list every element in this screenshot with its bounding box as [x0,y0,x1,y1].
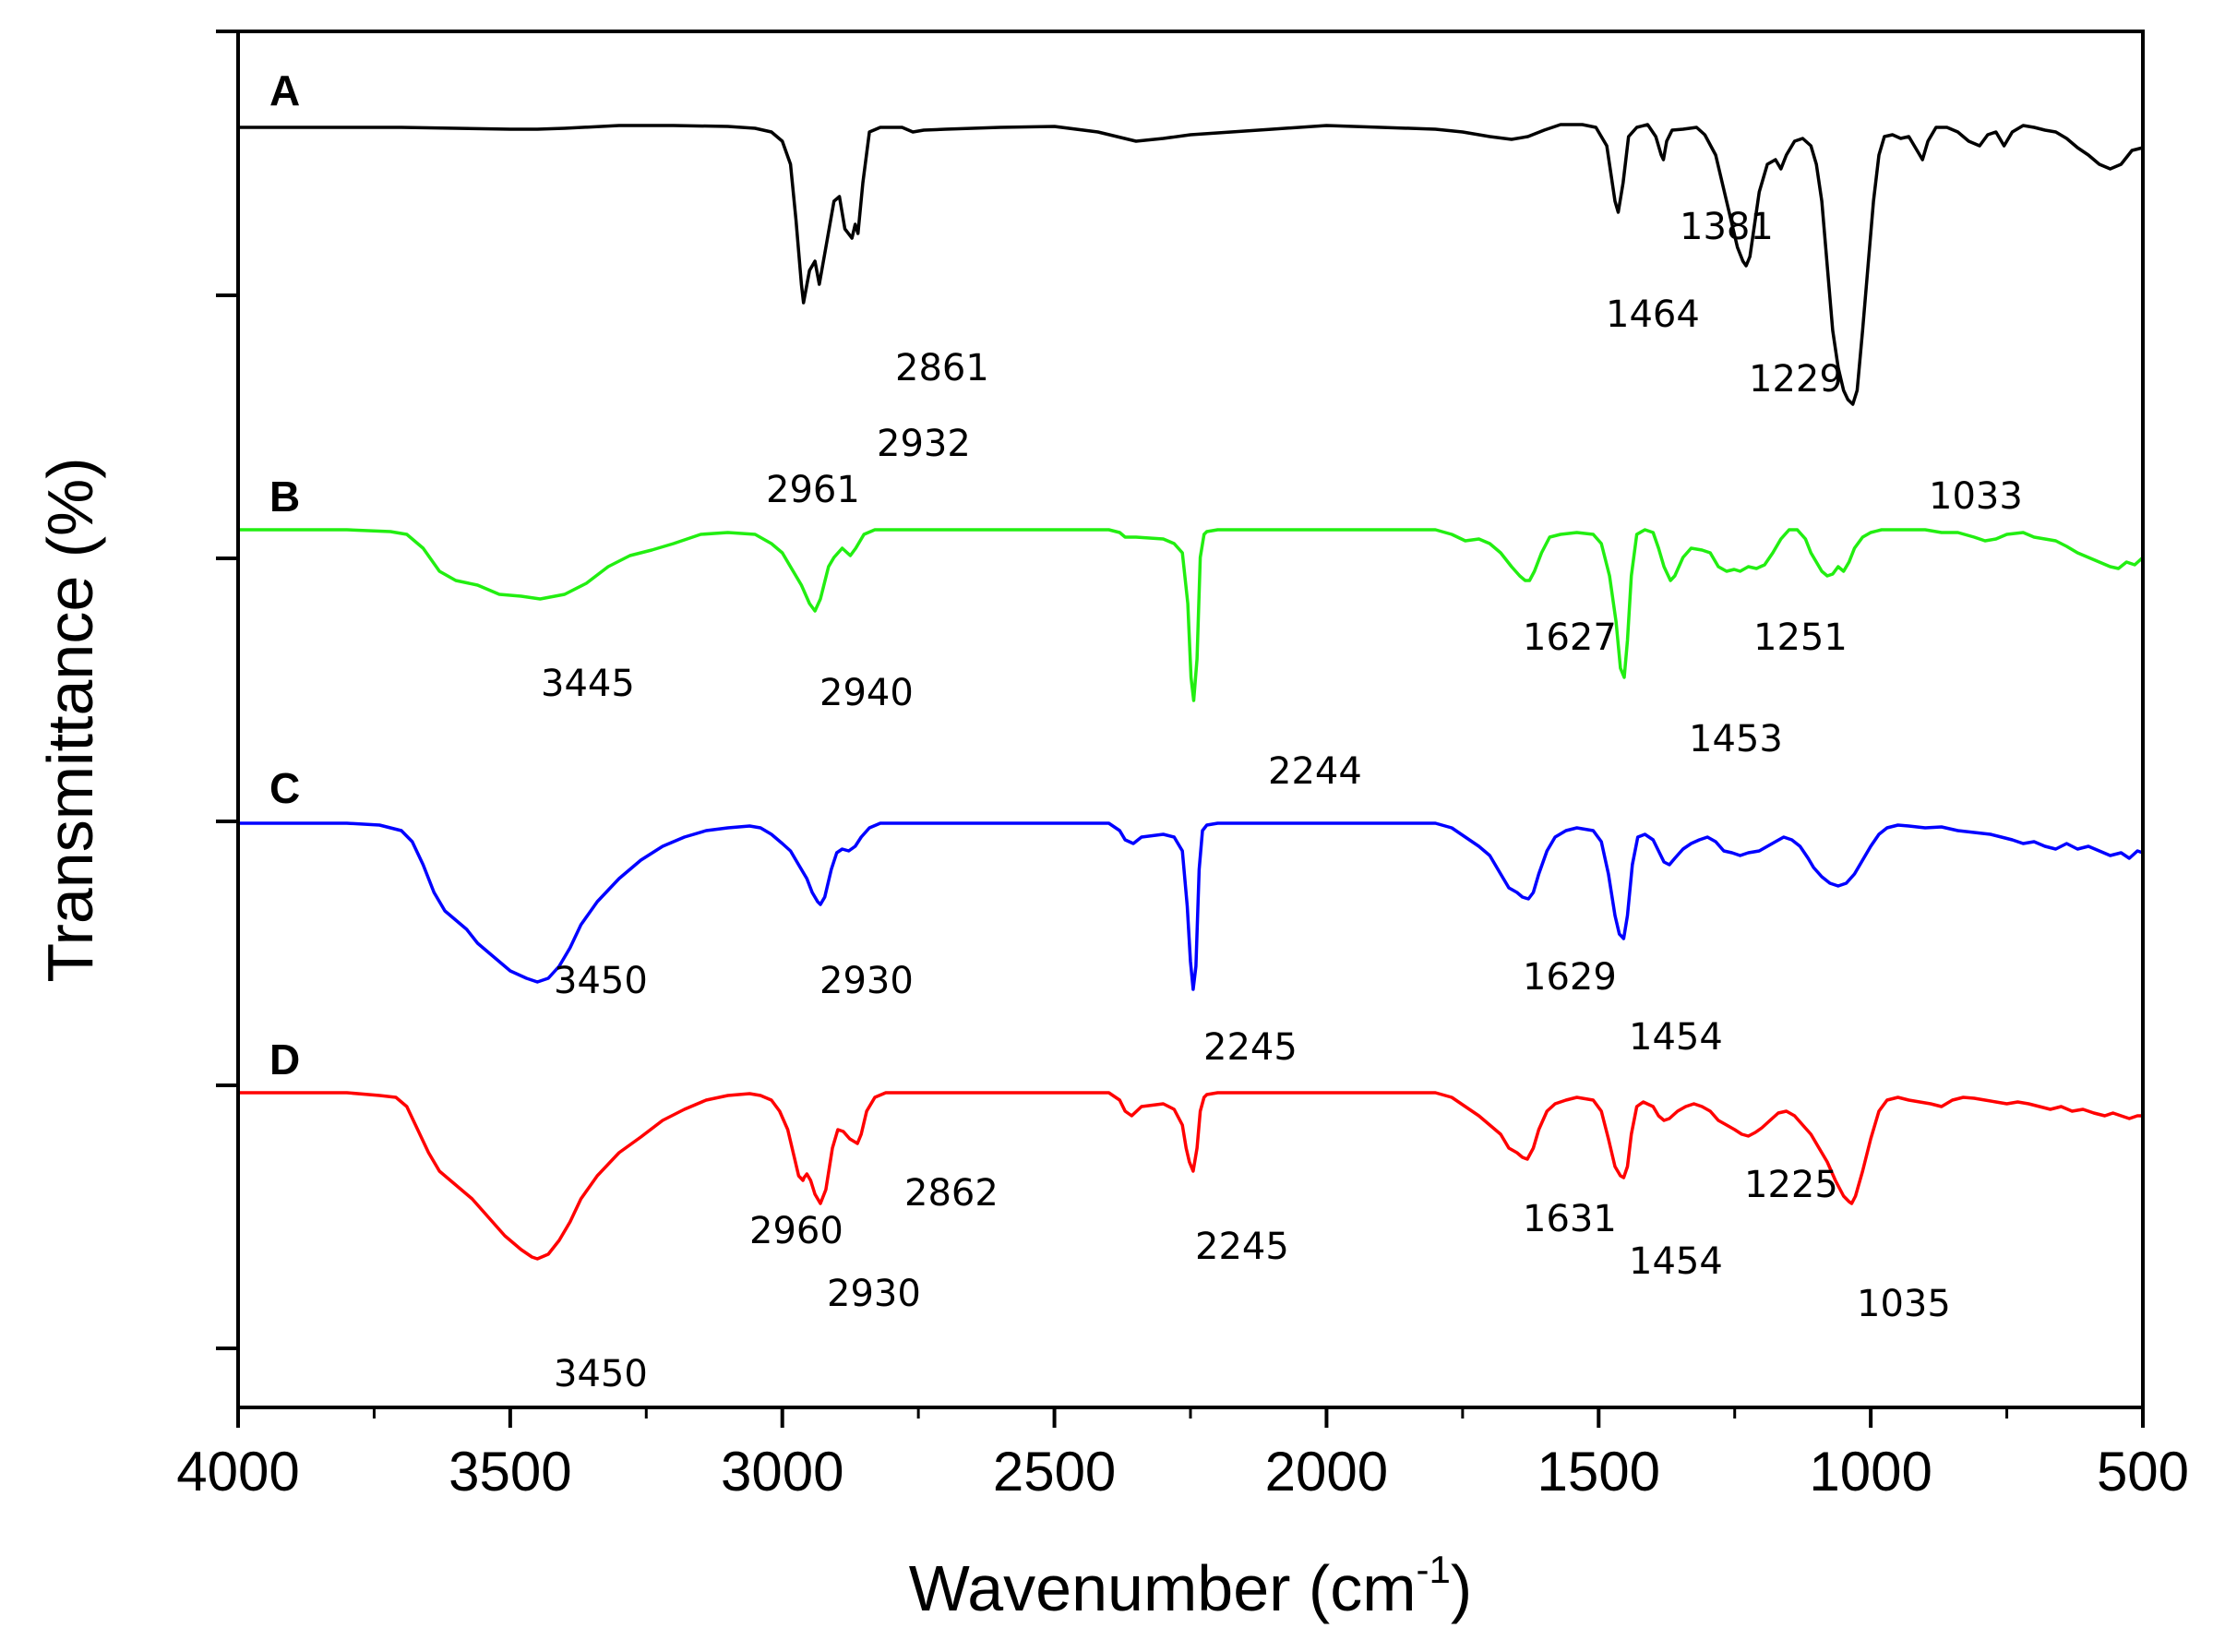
peak-label: 3450 [554,1353,648,1395]
peak-label: 1251 [1753,617,1848,659]
x-tick-label: 500 [2097,1441,2189,1502]
peak-label: 2930 [827,1273,921,1315]
peak-label: 2861 [895,347,989,389]
tick-group: 4000 3500 3000 2500 2000 1500 1000 500 [176,30,2189,1502]
x-tick-label: 3500 [449,1441,571,1502]
series-line-c [238,821,2144,991]
x-axis-title-sup: -1 [1417,1548,1451,1591]
peak-label: 1229 [1749,358,1843,401]
peak-label: 2932 [877,423,971,465]
series-layer [238,123,2145,1261]
peak-labels-layer: A B C D 2961 2932 2861 1464 1381 1229 1033 3445 2940… [269,66,2023,1395]
peak-label: 1381 [1680,206,1774,248]
x-tick-label: 1500 [1537,1441,1660,1502]
series-label-b: B [269,473,300,521]
x-axis-title-close: ) [1451,1552,1472,1624]
peak-label: 1454 [1629,1016,1723,1059]
series-line-d [238,1091,2143,1261]
peak-label: 1627 [1523,617,1617,659]
peak-label: 1453 [1689,718,1783,760]
x-tick-label: 4000 [176,1441,299,1502]
x-tick-label: 2500 [993,1441,1116,1502]
x-tick-label: 1000 [1809,1441,1932,1502]
peak-label: 1033 [1929,475,2023,518]
peak-label: 3445 [541,663,635,705]
peak-label: 2244 [1268,750,1362,793]
peak-label: 2930 [819,960,914,1002]
series-label-d: D [269,1035,300,1083]
x-axis-title: Wavenumber (cm-1) [909,1548,1472,1624]
peak-label: 1464 [1606,293,1700,336]
peak-label: 2940 [819,672,914,714]
x-tick-label: 3000 [721,1441,843,1502]
series-line-a [238,123,2144,406]
peak-label: 1454 [1629,1240,1723,1283]
peak-label: 1629 [1523,956,1617,999]
y-axis-title: Transmittance (%) [34,457,106,982]
x-axis-title-main: Wavenumber (cm [909,1552,1417,1624]
series-label-c: C [269,764,300,812]
series-line-b [238,528,2145,702]
peak-label: 1631 [1523,1198,1617,1240]
peak-label: 2960 [749,1210,843,1252]
peak-label: 1035 [1857,1283,1951,1325]
plot-frame [236,30,2145,1409]
series-label-a: A [269,66,300,114]
peak-label: 2862 [904,1172,999,1215]
peak-label: 2245 [1195,1226,1289,1268]
peak-label: 1225 [1744,1164,1838,1206]
peak-label: 3450 [554,960,648,1002]
peak-label: 2245 [1203,1026,1298,1069]
x-tick-label: 2000 [1265,1441,1388,1502]
peak-label: 2961 [766,469,860,511]
